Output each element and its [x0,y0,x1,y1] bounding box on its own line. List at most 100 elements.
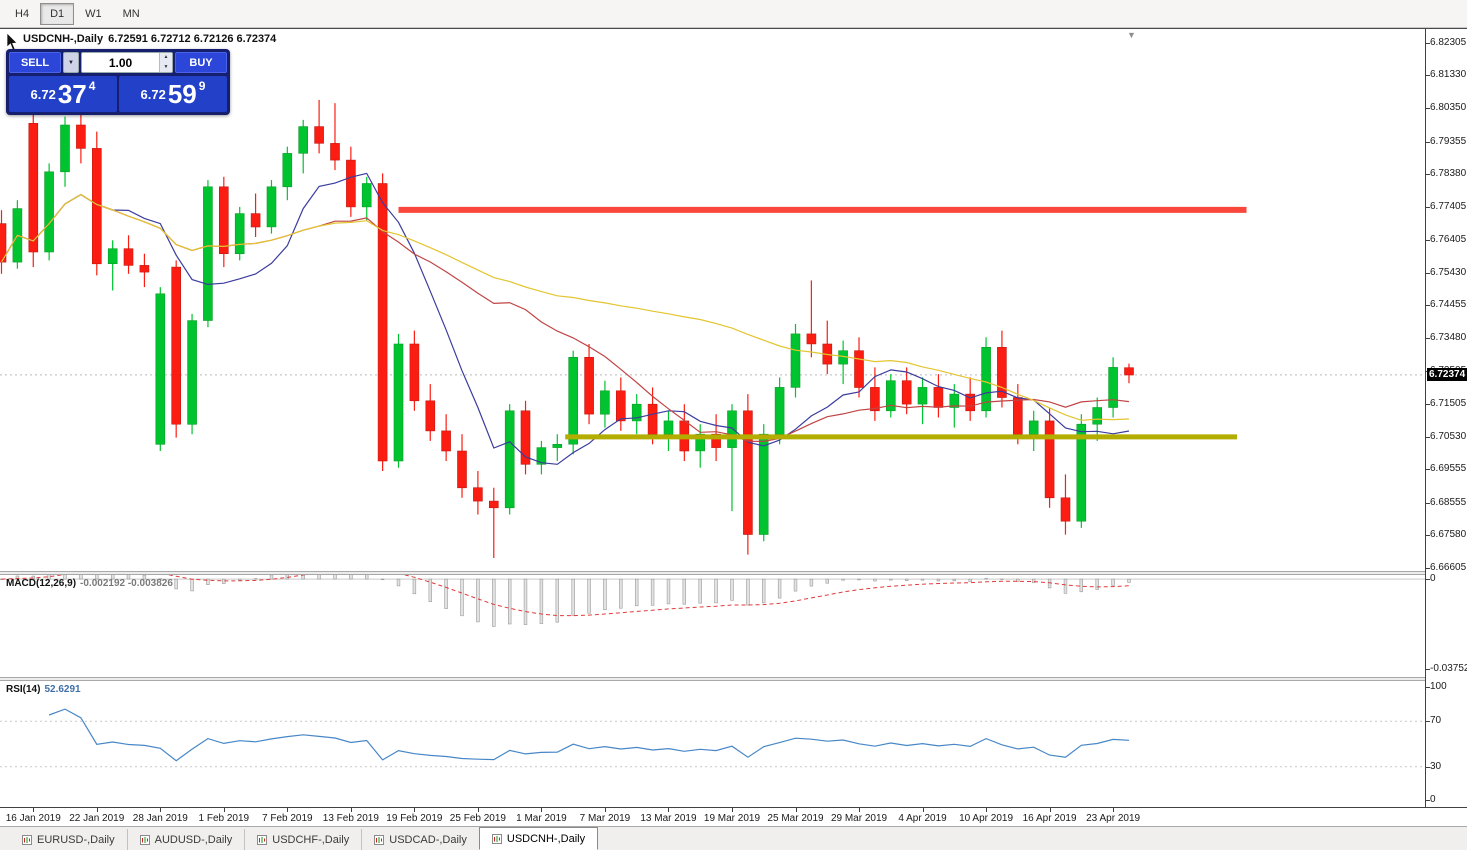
axis-label: 0 [1430,573,1436,584]
axis-label: 6.75430 [1430,267,1467,278]
axis-label: 6.82305 [1430,37,1467,48]
date-tick [350,808,352,812]
rsi-label: RSI(14) 52.6291 [6,684,81,695]
axis-tick [1426,687,1430,688]
axis-label: 6.70530 [1430,431,1467,442]
chart-tab-audusd[interactable]: AUDUSD-,Daily [126,829,245,850]
macd-chart [0,575,1425,627]
date-label: 25 Feb 2019 [449,813,506,824]
date-tick [859,808,861,812]
axis-label: 6.77405 [1430,201,1467,212]
date-label: 1 Feb 2019 [198,813,250,824]
sell-button[interactable]: SELL [9,52,61,73]
axis-tick [1426,568,1430,569]
date-tick [96,808,98,812]
axis-label: 6.66605 [1430,562,1467,573]
axis-label: 6.71505 [1430,398,1467,409]
volume-dropdown-button[interactable]: ▼ [63,52,79,73]
volume-spinner-down-icon[interactable]: ▼ [160,62,172,72]
rsi-chart [0,708,1425,768]
pane-splitter[interactable] [0,677,1467,681]
chart-tab-eurusd[interactable]: EURUSD-,Daily [10,829,127,850]
axis-tick [1426,469,1430,470]
axis-tick [1426,75,1430,76]
chart-tab-label: USDCHF-,Daily [272,833,350,846]
pane-splitter[interactable] [0,571,1467,575]
axis-tick [1426,721,1430,722]
date-axis[interactable]: 16 Jan 2019 22 Jan 2019 28 Jan 2019 1 Feb 2… [0,807,1467,827]
date-tick [477,808,479,812]
date-tick [795,808,797,812]
one-click-trade-panel: SELL ▼ ▲ ▼ BUY 6.72 [6,49,230,115]
date-label: 13 Mar 2019 [640,813,697,824]
date-label: 22 Jan 2019 [69,813,125,824]
date-label: 28 Jan 2019 [132,813,188,824]
rsi-indicator-pane[interactable]: RSI(14) 52.6291 [0,681,1425,807]
chart-tabs-bar: EURUSD-,Daily AUDUSD-,Daily USDCHF-,Daily U… [0,826,1467,850]
timeframe-button-w1[interactable]: W1 [75,3,112,25]
date-label: 25 Mar 2019 [767,813,824,824]
current-price-badge: 6.72374 [1427,368,1467,381]
chart-tab-usdcnh[interactable]: USDCNH-,Daily [478,827,599,850]
date-tick [922,808,924,812]
date-tick [1049,808,1051,812]
chart-tab-label: USDCNH-,Daily [506,832,586,845]
timeframe-button-d1[interactable]: D1 [40,2,75,25]
main-chart-pane[interactable]: USDCNH-,Daily 6.72591 6.72712 6.72126 6.… [0,29,1425,571]
axis-label: 6.68555 [1430,497,1467,508]
axis-tick [1426,800,1430,801]
sell-price-display[interactable]: 6.72 37 4 [9,76,117,112]
date-tick [731,808,733,812]
chart-tab-icon [257,834,268,845]
date-tick [1113,808,1115,812]
axis-tick [1426,437,1430,438]
axis-label: 6.80350 [1430,102,1467,113]
timeframe-button-mn[interactable]: MN [113,3,150,25]
date-tick [414,808,416,812]
buy-price-display[interactable]: 6.72 59 9 [119,76,227,112]
axis-tick [1426,240,1430,241]
axis-label: 6.73480 [1430,332,1467,343]
date-label: 1 Mar 2019 [516,813,567,824]
axis-tick [1426,207,1430,208]
axis-tick [1426,404,1430,405]
date-label: 7 Mar 2019 [579,813,631,824]
date-label: 4 Apr 2019 [898,813,947,824]
price-axis[interactable]: 6.72374 6.82305 6.81330 6.80350 6.79355 6.78… [1425,29,1467,807]
date-tick [223,808,225,812]
chart-tab-usdcad[interactable]: USDCAD-,Daily [361,829,479,850]
axis-label: 6.67580 [1430,529,1467,540]
axis-tick [1426,43,1430,44]
chart-symbol-header: USDCNH-,Daily 6.72591 6.72712 6.72126 6.… [6,33,276,51]
axis-tick [1426,767,1430,768]
chart-tab-label: USDCAD-,Daily [389,833,467,846]
chart-tab-icon [22,834,32,845]
date-tick [668,808,670,812]
axis-tick [1426,338,1430,339]
axis-tick [1426,174,1430,175]
volume-spinner-up-icon[interactable]: ▲ [160,53,172,63]
chart-tab-label: EURUSD-,Daily [37,833,115,846]
chart-tab-icon [491,833,502,844]
date-label: 16 Jan 2019 [5,813,61,824]
date-tick [604,808,606,812]
axis-label: -0.037529 [1430,663,1467,674]
chart-symbol-label: USDCNH-,Daily [23,33,104,45]
date-label: 7 Feb 2019 [262,813,313,824]
axis-tick [1426,535,1430,536]
buy-button[interactable]: BUY [175,52,227,73]
chart-ohlc-values: 6.72591 6.72712 6.72126 6.72374 [108,33,277,45]
chart-tab-icon [139,834,150,845]
chart-tab-icon [374,834,385,845]
axis-tick [1426,579,1430,580]
date-tick [160,808,162,812]
axis-tick [1426,142,1430,143]
chart-tab-usdchf[interactable]: USDCHF-,Daily [244,829,361,850]
axis-label: 6.79355 [1430,136,1467,147]
volume-input[interactable] [82,53,159,72]
timeframe-button-h4[interactable]: H4 [5,3,39,25]
axis-tick [1426,273,1430,274]
axis-tick [1426,305,1430,306]
macd-indicator-pane[interactable]: MACD(12,26,9) -0.002192 -0.003826 [0,575,1425,677]
